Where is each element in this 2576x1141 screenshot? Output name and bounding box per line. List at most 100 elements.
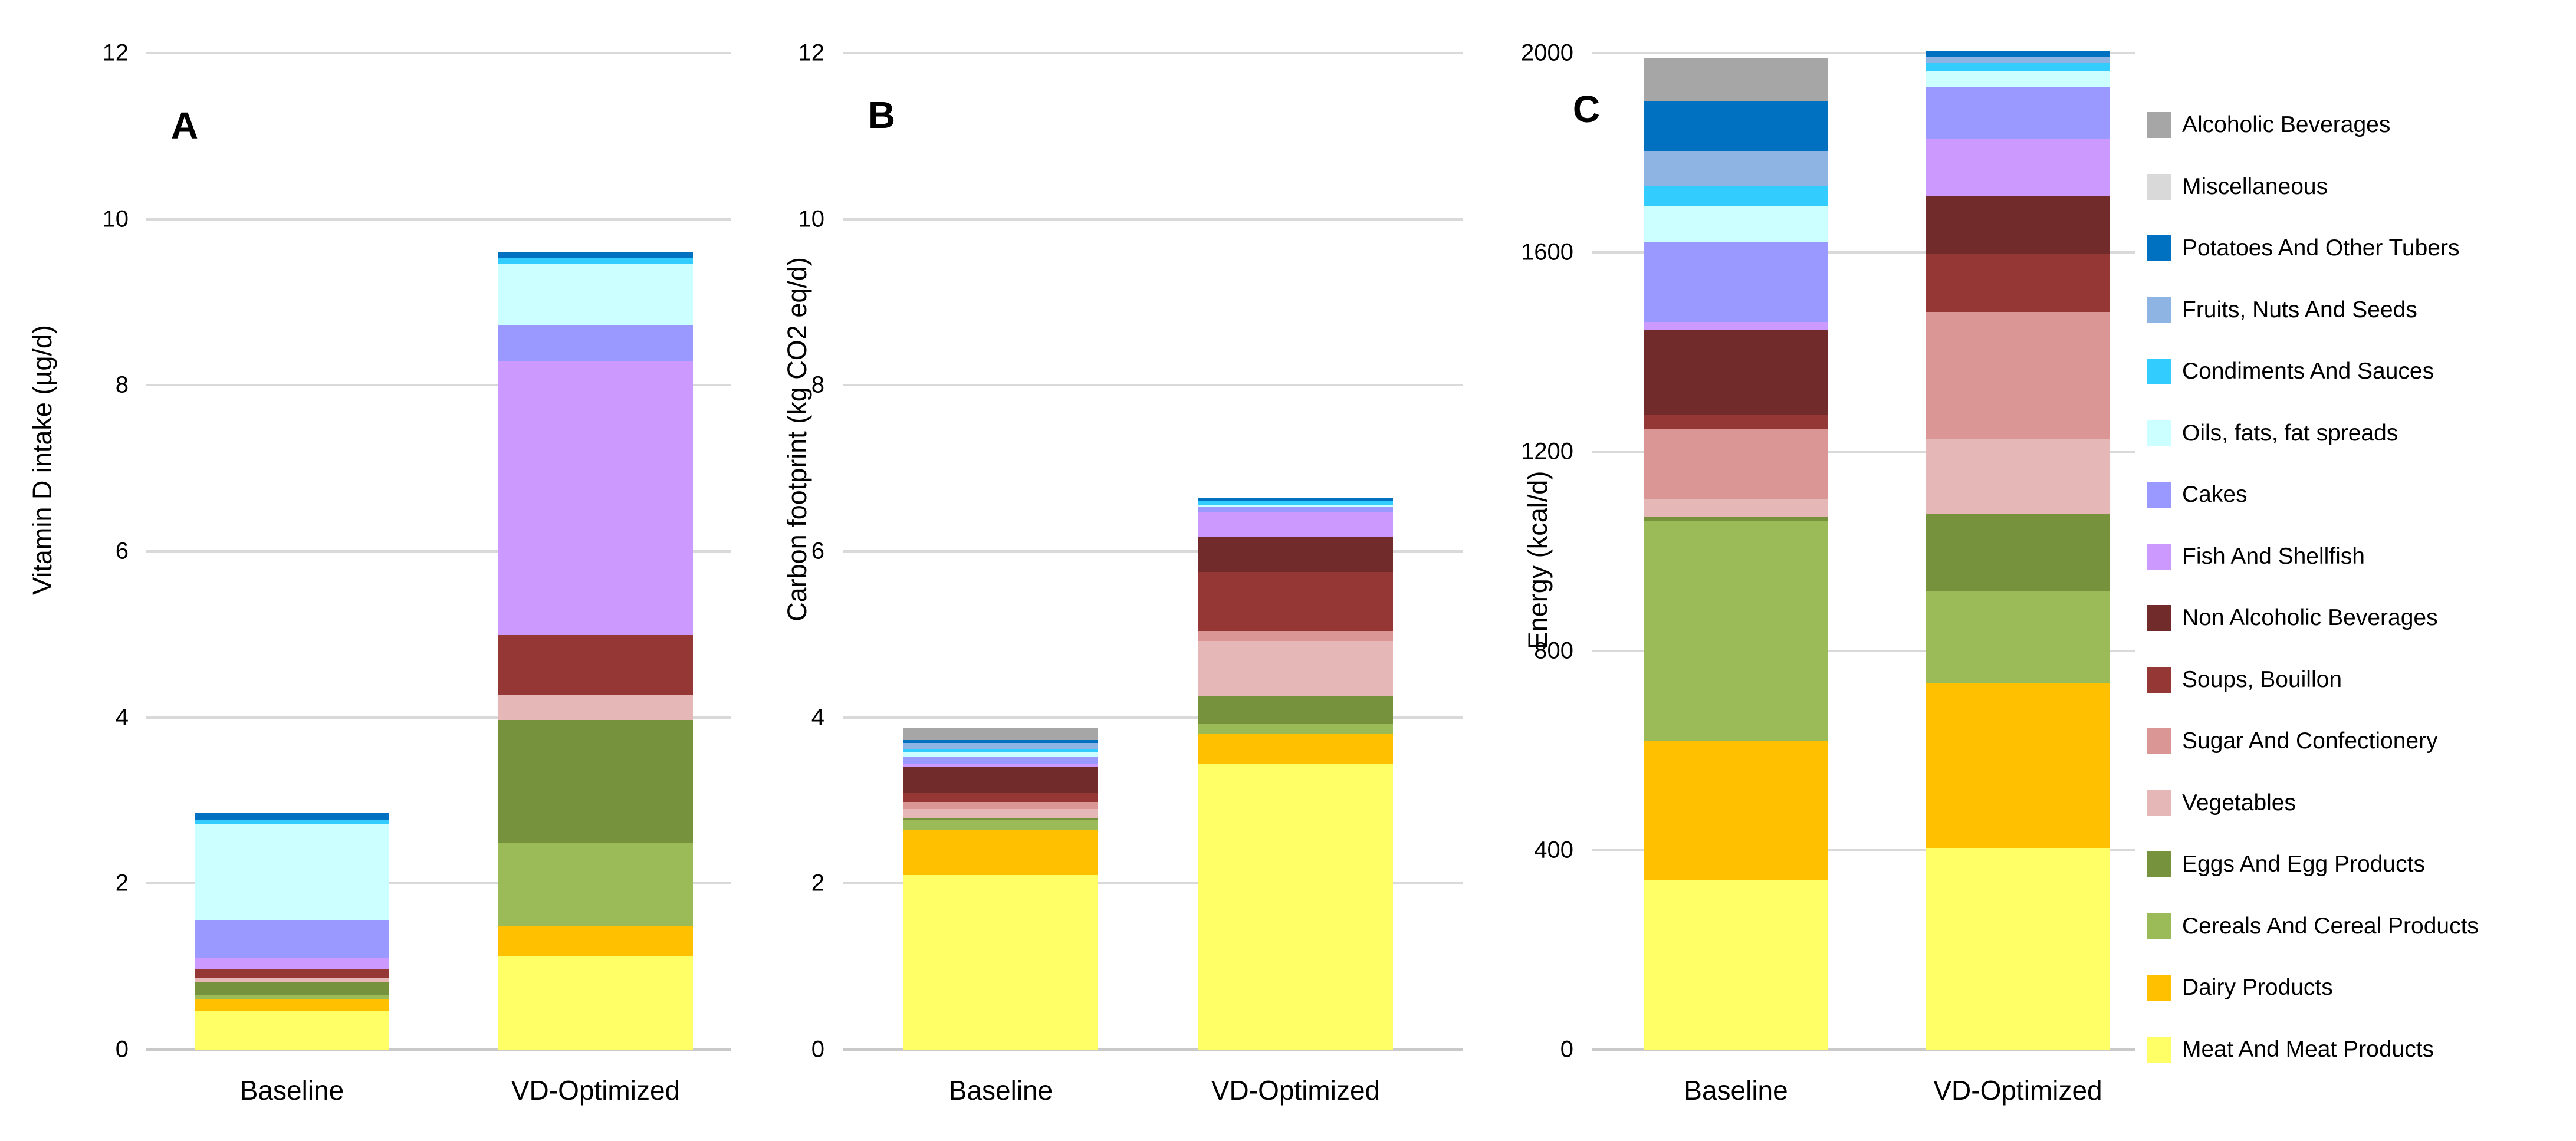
bar-segment-soups-bouillon — [1644, 414, 1828, 429]
bar-segment-fish-and-shellfish — [1644, 322, 1828, 330]
legend-item-cakes: Cakes — [2147, 482, 2248, 508]
y-tick-0-panel-C: 0 — [1560, 1036, 1573, 1063]
bar-segment-vegetables — [1926, 439, 2110, 514]
legend-label-potatoes-and-other-tubers: Potatoes And Other Tubers — [2182, 235, 2460, 261]
y-tick-2-panel-A: 2 — [115, 870, 129, 896]
gridline-y1200-panel-C — [1592, 451, 2135, 453]
legend-item-condiments-and-sauces: Condiments And Sauces — [2147, 359, 2434, 384]
bar-segment-non-alcoholic-beverages — [903, 766, 1098, 793]
legend-label-eggs-and-egg-products: Eggs And Egg Products — [2182, 851, 2425, 877]
legend-swatch-soups-bouillon — [2147, 666, 2171, 693]
x-category-label-A-0: Baseline — [239, 1075, 344, 1106]
y-tick-4-panel-A: 4 — [115, 704, 129, 731]
legend-swatch-dairy-products — [2147, 975, 2171, 1001]
legend-item-fish-and-shellfish: Fish And Shellfish — [2147, 543, 2365, 570]
legend-item-alcoholic-beverages: Alcoholic Beverages — [2147, 112, 2390, 138]
gridline-y0-panel-A — [146, 1048, 731, 1051]
bar-segment-sugar-and-confectionery — [903, 802, 1098, 809]
bar-segment-oils-fats-fat-spreads — [903, 752, 1098, 757]
bar-segment-potatoes-and-other-tubers — [1926, 51, 2110, 57]
gridline-y6-panel-B — [843, 550, 1463, 553]
y-tick-2000-panel-C: 2000 — [1521, 40, 1573, 66]
legend-label-soups-bouillon: Soups, Bouillon — [2182, 666, 2342, 692]
gridline-y400-panel-C — [1592, 849, 2135, 851]
legend-swatch-vegetables — [2147, 790, 2171, 816]
y-tick-0-panel-B: 0 — [811, 1036, 824, 1063]
gridline-y1600-panel-C — [1592, 251, 2135, 254]
bar-segment-oils-fats-fat-spreads — [195, 824, 389, 920]
bar-segment-cakes — [1926, 86, 2110, 139]
y-tick-8-panel-B: 8 — [811, 371, 824, 398]
bar-segment-eggs-and-egg-products — [903, 818, 1098, 821]
bar-segment-dairy-products — [1644, 741, 1828, 880]
gridline-y10-panel-A — [146, 218, 731, 221]
gridline-y6-panel-A — [146, 550, 731, 553]
y-axis-title-panel-A: Vitamin D intake (µg/d) — [27, 325, 57, 595]
bar-segment-fruits-nuts-and-seeds — [1926, 56, 2110, 63]
legend-label-vegetables: Vegetables — [2182, 790, 2296, 816]
bar-segment-soups-bouillon — [1198, 572, 1393, 632]
bar-segment-condiments-and-sauces — [195, 819, 389, 825]
x-category-label-A-1: VD-Optimized — [511, 1075, 681, 1106]
bar-segment-oils-fats-fat-spreads — [1198, 505, 1393, 508]
bar-segment-cakes — [903, 756, 1098, 764]
bar-segment-cereals-and-cereal-products — [498, 843, 693, 926]
legend-item-sugar-and-confectionery: Sugar And Confectionery — [2147, 728, 2438, 754]
bar-segment-condiments-and-sauces — [1926, 63, 2110, 72]
gridline-y12-panel-A — [146, 52, 731, 54]
legend-swatch-cakes — [2147, 482, 2171, 508]
bar-segment-vegetables — [195, 978, 389, 982]
bar-segment-fruits-nuts-and-seeds — [1644, 150, 1828, 186]
x-category-label-B-1: VD-Optimized — [1211, 1075, 1381, 1106]
y-tick-4-panel-B: 4 — [811, 704, 824, 731]
legend-item-vegetables: Vegetables — [2147, 790, 2296, 816]
bar-segment-alcoholic-beverages — [1644, 58, 1828, 101]
y-axis-title-panel-C: Energy (kcal/d) — [1523, 471, 1553, 650]
bar-segment-dairy-products — [195, 999, 389, 1011]
legend-swatch-miscellaneous — [2147, 173, 2171, 200]
bar-segment-dairy-products — [1198, 734, 1393, 764]
bar-segment-potatoes-and-other-tubers — [195, 813, 389, 820]
bar-segment-soups-bouillon — [1926, 254, 2110, 313]
y-tick-400-panel-C: 400 — [1534, 837, 1573, 863]
y-tick-1200-panel-C: 1200 — [1521, 438, 1573, 465]
legend-swatch-non-alcoholic-beverages — [2147, 605, 2171, 631]
legend-swatch-condiments-and-sauces — [2147, 359, 2171, 384]
bar-segment-fish-and-shellfish — [1198, 512, 1393, 537]
gridline-y8-panel-A — [146, 384, 731, 387]
gridline-y0-panel-C — [1592, 1048, 2135, 1051]
bar-segment-potatoes-and-other-tubers — [1198, 498, 1393, 501]
legend-label-sugar-and-confectionery: Sugar And Confectionery — [2182, 728, 2438, 754]
legend-label-miscellaneous: Miscellaneous — [2182, 173, 2328, 199]
legend-item-fruits-nuts-and-seeds: Fruits, Nuts And Seeds — [2147, 297, 2417, 323]
y-tick-10-panel-B: 10 — [798, 206, 825, 232]
bar-segment-soups-bouillon — [903, 793, 1098, 803]
gridline-y2-panel-A — [146, 882, 731, 885]
y-tick-0-panel-A: 0 — [115, 1036, 129, 1063]
bar-segment-dairy-products — [1926, 683, 2110, 848]
bar-segment-alcoholic-beverages — [903, 728, 1098, 740]
bar-segment-eggs-and-egg-products — [1644, 516, 1828, 522]
legend-swatch-sugar-and-confectionery — [2147, 728, 2171, 754]
legend-label-cakes: Cakes — [2182, 482, 2248, 507]
bar-segment-cereals-and-cereal-products — [195, 995, 389, 999]
bar-segment-eggs-and-egg-products — [1198, 696, 1393, 724]
legend-item-potatoes-and-other-tubers: Potatoes And Other Tubers — [2147, 235, 2459, 261]
bar-segment-cakes — [1198, 507, 1393, 512]
gridline-y8-panel-B — [843, 384, 1463, 387]
y-tick-12-panel-A: 12 — [102, 40, 129, 66]
gridline-y4-panel-A — [146, 716, 731, 719]
legend-item-eggs-and-egg-products: Eggs And Egg Products — [2147, 851, 2425, 877]
legend-label-fish-and-shellfish: Fish And Shellfish — [2182, 543, 2365, 569]
bar-segment-meat-and-meat-products — [498, 955, 693, 1050]
stacked-bar-A-vd-optimized — [498, 252, 693, 1050]
bar-segment-oils-fats-fat-spreads — [1926, 71, 2110, 87]
y-tick-6-panel-A: 6 — [115, 538, 129, 564]
y-tick-6-panel-B: 6 — [811, 538, 824, 564]
panel-letter-C: C — [1572, 88, 1601, 130]
bar-segment-cakes — [195, 920, 389, 958]
gridline-y800-panel-C — [1592, 650, 2135, 652]
gridline-y0-panel-B — [843, 1048, 1463, 1051]
bar-segment-non-alcoholic-beverages — [1198, 536, 1393, 573]
